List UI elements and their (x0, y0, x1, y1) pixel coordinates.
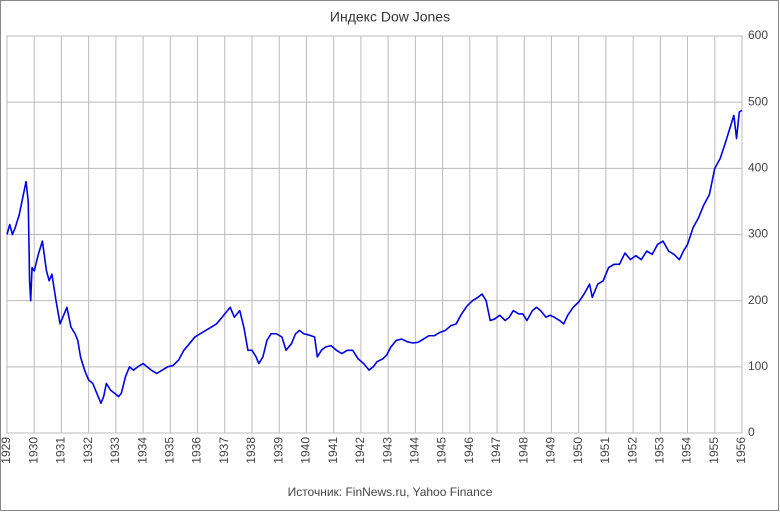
x-tick-label: 1934 (135, 437, 149, 464)
y-tick-label: 100 (748, 359, 768, 373)
x-tick-label: 1956 (734, 437, 748, 464)
x-tick-label: 1951 (598, 437, 612, 464)
y-tick-label: 0 (748, 425, 755, 439)
x-tick-label: 1954 (680, 437, 694, 464)
x-tick-label: 1943 (380, 437, 394, 464)
data-line (6, 109, 743, 405)
x-tick-label: 1946 (462, 437, 476, 464)
x-tick-label: 1942 (353, 437, 367, 464)
x-tick-label: 1950 (571, 437, 585, 464)
x-tick-label: 1940 (299, 437, 313, 464)
source-note: Источник: FinNews.ru, Yahoo Finance (288, 485, 493, 499)
y-tick-label: 200 (748, 293, 768, 307)
x-tick-label: 1931 (54, 437, 68, 464)
x-tick-label: 1949 (544, 437, 558, 464)
x-tick-label: 1953 (653, 437, 667, 464)
x-tick-label: 1937 (217, 437, 231, 464)
x-tick-label: 1948 (516, 437, 530, 464)
y-tick-label: 500 (748, 94, 768, 108)
y-tick-label: 600 (748, 28, 768, 42)
x-tick-label: 1939 (271, 437, 285, 464)
x-tick-label: 1947 (489, 437, 503, 464)
x-tick-label: 1952 (625, 437, 639, 464)
x-tick-label: 1933 (108, 437, 122, 464)
x-tick-label: 1944 (408, 437, 422, 464)
y-tick-label: 400 (748, 161, 768, 175)
x-tick-label: 1945 (435, 437, 449, 464)
x-tick-label: 1941 (326, 437, 340, 464)
x-tick-label: 1935 (163, 437, 177, 464)
x-tick-label: 1932 (81, 437, 95, 464)
x-tick-label: 1930 (26, 437, 40, 464)
chart-title: Индекс Dow Jones (330, 9, 450, 25)
x-tick-label: 1938 (244, 437, 258, 464)
x-tick-label: 1936 (190, 437, 204, 464)
y-tick-label: 300 (748, 227, 768, 241)
x-tick-label: 1955 (707, 437, 721, 464)
x-tick-label: 1929 (0, 437, 13, 464)
